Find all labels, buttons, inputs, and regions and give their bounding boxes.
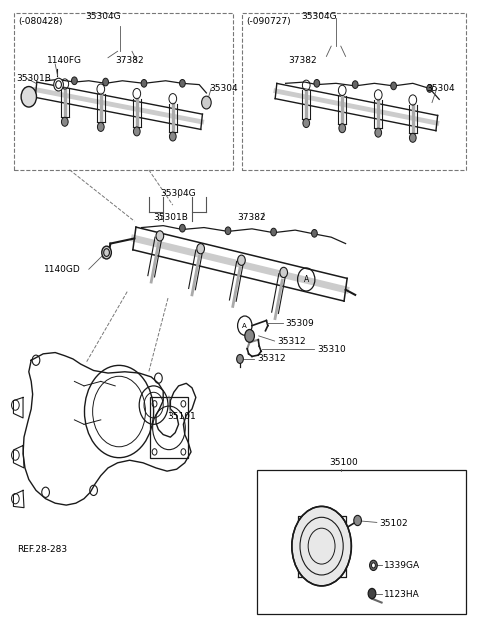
- Text: (-090727): (-090727): [246, 17, 291, 26]
- Text: 1123HA: 1123HA: [384, 590, 420, 599]
- Circle shape: [303, 119, 310, 128]
- Circle shape: [237, 354, 243, 363]
- Text: 35304G: 35304G: [160, 189, 195, 198]
- Circle shape: [180, 224, 185, 232]
- Text: A: A: [242, 322, 247, 329]
- Text: 1339GA: 1339GA: [384, 561, 420, 570]
- Circle shape: [156, 231, 164, 241]
- Circle shape: [409, 133, 416, 142]
- Text: 35304G: 35304G: [85, 12, 121, 21]
- Text: 35312: 35312: [258, 354, 287, 363]
- Text: REF.28-283: REF.28-283: [17, 545, 67, 554]
- Circle shape: [271, 228, 276, 236]
- Text: 35310: 35310: [317, 345, 346, 354]
- Circle shape: [352, 81, 358, 88]
- Circle shape: [372, 563, 375, 568]
- Circle shape: [169, 132, 176, 141]
- Circle shape: [54, 78, 63, 91]
- Circle shape: [102, 246, 111, 259]
- Circle shape: [133, 127, 140, 136]
- Circle shape: [61, 117, 68, 126]
- Circle shape: [314, 79, 320, 87]
- Text: 35304: 35304: [426, 84, 455, 93]
- Circle shape: [202, 96, 211, 109]
- Text: 37382: 37382: [288, 56, 317, 65]
- Circle shape: [427, 85, 432, 92]
- Circle shape: [21, 87, 36, 107]
- Circle shape: [391, 82, 396, 90]
- Circle shape: [141, 79, 147, 87]
- Text: 35312: 35312: [277, 337, 306, 345]
- Circle shape: [225, 227, 231, 235]
- Text: 35102: 35102: [379, 519, 408, 528]
- Circle shape: [97, 122, 104, 131]
- Text: (-080428): (-080428): [18, 17, 63, 26]
- Circle shape: [180, 79, 185, 87]
- Bar: [242, 13, 466, 170]
- Text: 37382: 37382: [115, 56, 144, 65]
- Circle shape: [292, 506, 351, 586]
- Bar: [257, 470, 466, 614]
- Text: A: A: [304, 275, 309, 284]
- Circle shape: [72, 77, 77, 85]
- Text: 35101: 35101: [167, 412, 196, 421]
- Text: 35304: 35304: [209, 84, 238, 93]
- Circle shape: [312, 229, 317, 237]
- Text: 1140FG: 1140FG: [47, 56, 82, 65]
- Circle shape: [280, 267, 288, 278]
- Circle shape: [339, 124, 346, 133]
- Bar: [14, 13, 233, 170]
- Text: 37382: 37382: [238, 213, 266, 222]
- Text: 35309: 35309: [286, 319, 314, 328]
- Circle shape: [354, 515, 361, 526]
- Circle shape: [368, 588, 376, 599]
- Circle shape: [197, 244, 204, 254]
- Text: 35304G: 35304G: [301, 12, 337, 21]
- Bar: [150, 397, 188, 458]
- Circle shape: [238, 255, 245, 265]
- Circle shape: [245, 329, 254, 342]
- Circle shape: [370, 560, 377, 570]
- Text: 35301B: 35301B: [154, 213, 189, 222]
- Text: 35100: 35100: [329, 458, 358, 467]
- Circle shape: [103, 78, 108, 86]
- Text: 1140GD: 1140GD: [44, 265, 81, 274]
- Text: 35301B: 35301B: [16, 74, 51, 83]
- Circle shape: [375, 128, 382, 137]
